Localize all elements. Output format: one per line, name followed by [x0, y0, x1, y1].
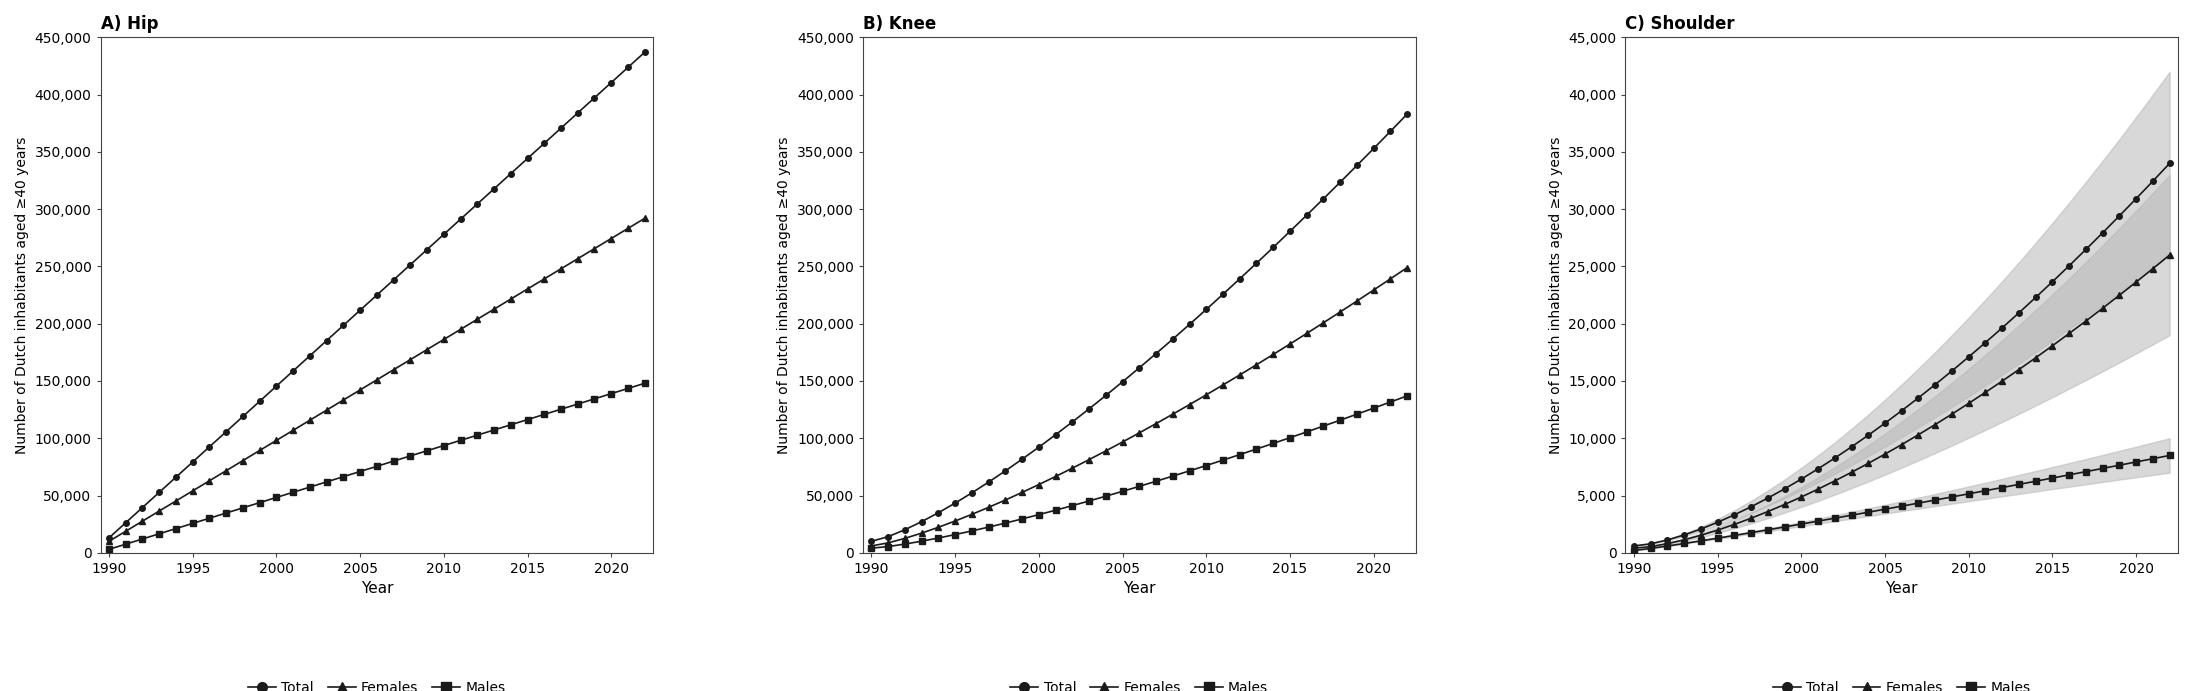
X-axis label: Year: Year [1123, 581, 1156, 596]
Legend: Total, Females, Males: Total, Females, Males [1768, 675, 2037, 691]
Y-axis label: Number of Dutch inhabitants aged ≥40 years: Number of Dutch inhabitants aged ≥40 yea… [779, 136, 792, 454]
Legend: Total, Females, Males: Total, Females, Males [1004, 675, 1274, 691]
X-axis label: Year: Year [1886, 581, 1919, 596]
Text: A) Hip: A) Hip [101, 15, 158, 33]
Y-axis label: Number of Dutch inhabitants aged ≥40 years: Number of Dutch inhabitants aged ≥40 yea… [1548, 136, 1564, 454]
Legend: Total, Females, Males: Total, Females, Males [243, 675, 511, 691]
Text: B) Knee: B) Knee [864, 15, 936, 33]
Y-axis label: Number of Dutch inhabitants aged ≥40 years: Number of Dutch inhabitants aged ≥40 yea… [15, 136, 29, 454]
X-axis label: Year: Year [360, 581, 393, 596]
Text: C) Shoulder: C) Shoulder [1625, 15, 1735, 33]
